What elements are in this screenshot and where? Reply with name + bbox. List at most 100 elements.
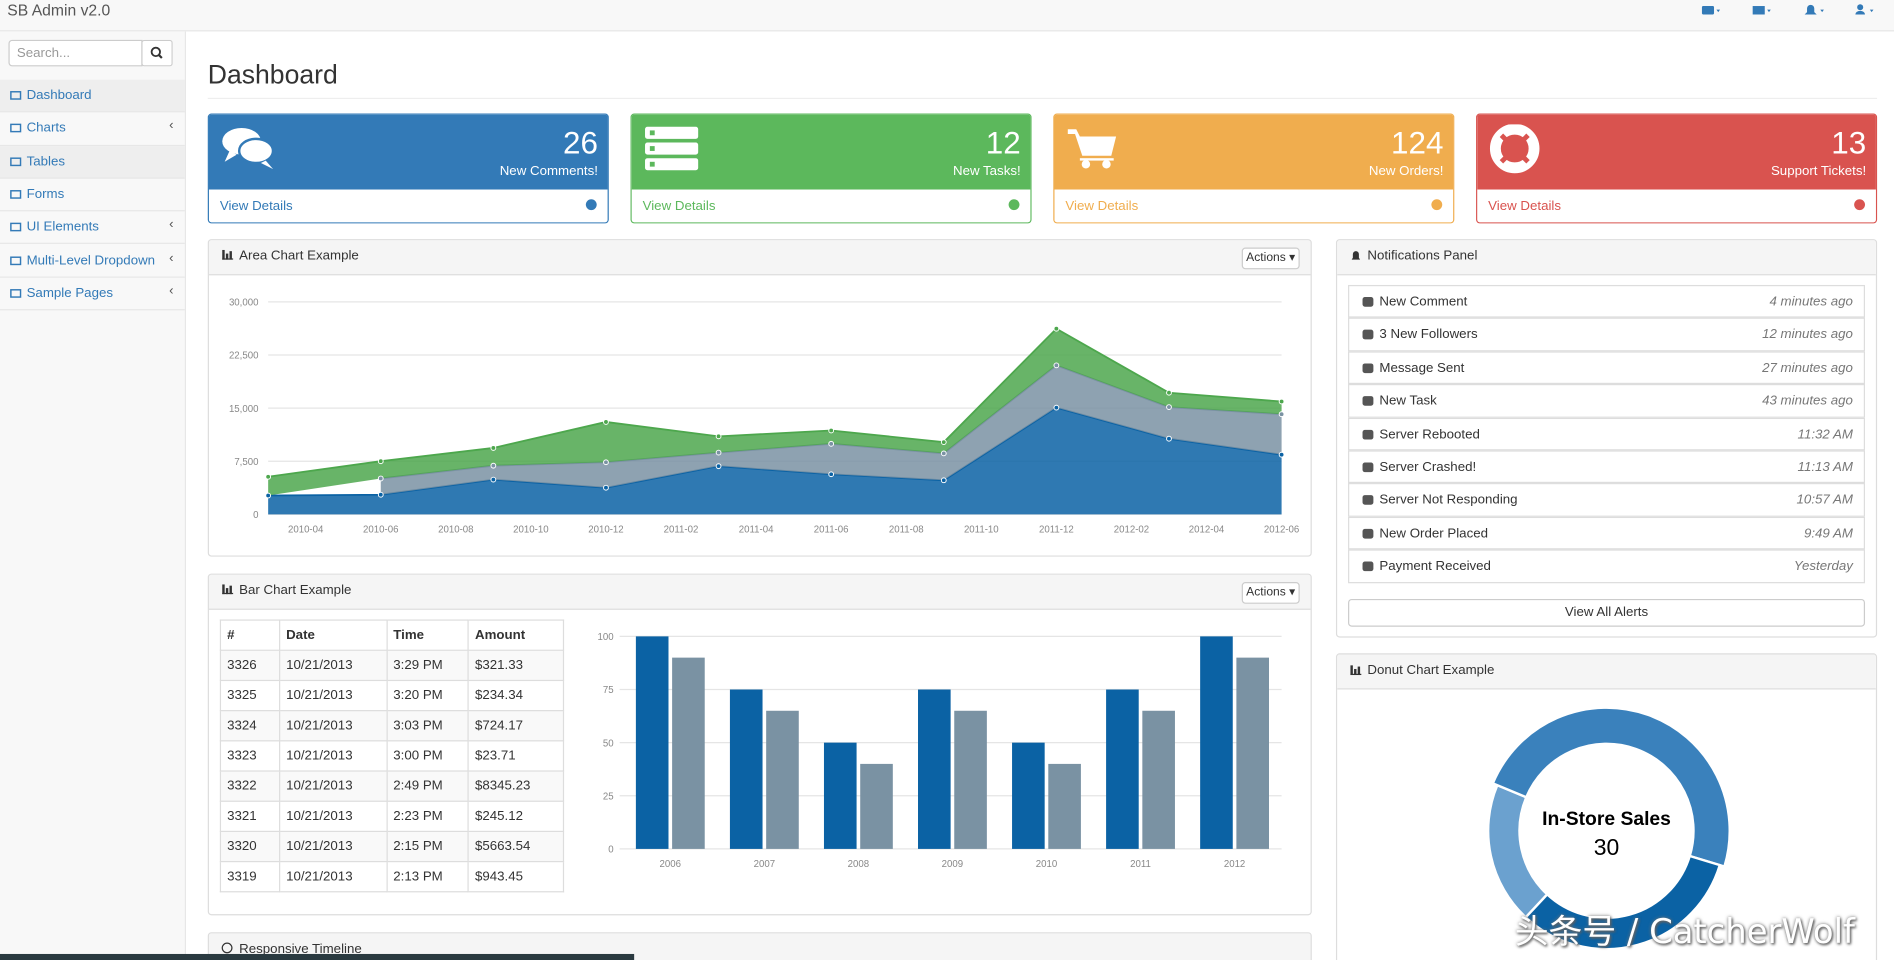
area-point (1166, 435, 1172, 442)
area-point (377, 458, 384, 465)
table-cell: 10/21/2013 (278, 740, 388, 772)
brand[interactable]: SB Admin v2.0 (7, 1, 111, 20)
stat-icon (222, 128, 275, 170)
notification-item[interactable]: New Comment 4 minutes ago (1348, 284, 1866, 319)
menu-item[interactable]: Dashboard (0, 79, 185, 113)
stat-card: 124 New Orders! View Details (1053, 113, 1455, 224)
area-band (268, 328, 1282, 496)
bar (766, 710, 799, 849)
table-cell: 2:23 PM (386, 800, 469, 833)
table-cell: 3:29 PM (386, 649, 469, 682)
stat-footer[interactable]: View Details (631, 189, 1031, 223)
notification-icon (1362, 561, 1374, 572)
x-tick-label: 2011-04 (739, 525, 774, 536)
menu-item[interactable]: Tables (0, 145, 185, 179)
table-row: 3326 10/21/2013 3:29 PM $321.33 (219, 649, 565, 682)
menu-item[interactable]: Forms (0, 179, 185, 212)
panel-title: Responsive Timeline (239, 941, 362, 957)
table-row: 3320 10/21/2013 2:15 PM $5663.54 (219, 830, 565, 863)
stat-icon (645, 126, 699, 171)
table-cell: 3325 (219, 679, 281, 712)
notification-text: Message Sent (1379, 360, 1465, 376)
actions-button[interactable]: Actions ▾ (1241, 247, 1300, 270)
area-point (265, 492, 272, 499)
bell-icon[interactable] (1804, 4, 1817, 15)
bar (1048, 763, 1081, 849)
area-point (490, 462, 497, 469)
stat-footer[interactable]: View Details (1477, 189, 1876, 223)
x-tick-label: 2012 (1224, 859, 1245, 870)
table-cell: $234.34 (467, 679, 565, 712)
envelope-icon[interactable] (1701, 6, 1715, 15)
watermark: 头条号 / CatcherWolf (1514, 911, 1855, 952)
menu-item[interactable]: UI Elements ‹ (0, 212, 185, 245)
notification-item[interactable]: Payment Received Yesterday (1348, 549, 1866, 583)
x-tick-label: 2009 (942, 859, 963, 870)
notification-text: Server Not Responding (1379, 493, 1518, 508)
bar (823, 742, 857, 849)
table-cell: 3326 (219, 649, 281, 682)
area-point (377, 475, 384, 482)
page-title: Dashboard (207, 59, 338, 90)
table-cell: 3321 (219, 800, 281, 833)
area-point (828, 471, 835, 478)
tasks-icon[interactable] (1752, 6, 1765, 15)
table-cell: 3323 (219, 740, 281, 772)
notification-text: Server Rebooted (1379, 426, 1480, 442)
area-point (1166, 389, 1172, 396)
table-cell: $943.45 (467, 860, 565, 893)
table-header: # Date Time Amount (219, 619, 565, 651)
menu-icon (10, 156, 22, 166)
notification-icon (1362, 363, 1374, 373)
button-label: View All Alerts (1564, 604, 1649, 620)
menu-item[interactable]: Multi-Level Dropdown ‹ (0, 245, 185, 278)
table-cell: 3319 (219, 860, 281, 893)
notification-time: 12 minutes ago (1762, 327, 1853, 343)
notification-item[interactable]: Server Crashed! 11:13 AM (1348, 450, 1866, 484)
area-point (1053, 325, 1060, 332)
x-tick-label: 2011-08 (889, 525, 924, 536)
navbar: SB Admin v2.0 (0, 0, 1894, 32)
actions-button[interactable]: Actions ▾ (1241, 582, 1300, 604)
stat-card-head: 12 New Tasks! (631, 114, 1031, 190)
bar (1236, 657, 1269, 849)
stat-footer[interactable]: View Details (1054, 189, 1454, 223)
menu-item[interactable]: Charts ‹ (0, 113, 185, 146)
notification-item[interactable]: New Order Placed 9:49 AM (1348, 516, 1866, 550)
bar (1012, 742, 1045, 849)
notification-icon (1362, 462, 1374, 473)
x-tick-label: 2011-06 (814, 525, 849, 536)
notification-text: New Order Placed (1379, 526, 1488, 541)
table-cell: 3320 (219, 830, 281, 863)
menu-icon (10, 124, 22, 133)
search-button[interactable] (141, 39, 173, 67)
bar (729, 689, 763, 849)
table-cell: $724.17 (467, 710, 565, 742)
notification-item[interactable]: New Task 43 minutes ago (1348, 384, 1866, 418)
notification-text: Payment Received (1379, 559, 1491, 574)
notification-item[interactable]: Server Not Responding 10:57 AM (1348, 483, 1866, 517)
area-point (715, 449, 722, 456)
view-all-button[interactable]: View All Alerts (1348, 598, 1866, 627)
column-header: Date (278, 619, 388, 651)
table-cell: 3324 (219, 710, 281, 742)
bar (1106, 689, 1139, 849)
x-tick-label: 2012-04 (1189, 525, 1225, 536)
stat-footer[interactable]: View Details (208, 189, 608, 223)
menu-icon (10, 255, 22, 265)
menu-label: Dashboard (26, 88, 92, 103)
actions-label: Actions (1246, 585, 1286, 599)
notification-item[interactable]: Server Rebooted 11:32 AM (1348, 417, 1866, 451)
user-icon[interactable] (1857, 4, 1864, 11)
table-row: 3322 10/21/2013 2:49 PM $8345.23 (219, 770, 565, 802)
stat-card: 13 Support Tickets! View Details (1476, 113, 1878, 224)
area-band (268, 407, 1282, 515)
stat-value: 124 (1391, 124, 1444, 161)
notification-item[interactable]: 3 New Followers 12 minutes ago (1348, 318, 1866, 352)
x-tick-label: 2010-06 (363, 525, 398, 536)
bar (954, 710, 987, 849)
y-tick-label: 100 (597, 632, 613, 643)
menu-item[interactable]: Sample Pages ‹ (0, 277, 185, 311)
sidebar: Search... Dashboard Charts ‹ Tables Forms UI … (0, 31, 187, 960)
notification-item[interactable]: Message Sent 27 minutes ago (1348, 351, 1866, 385)
